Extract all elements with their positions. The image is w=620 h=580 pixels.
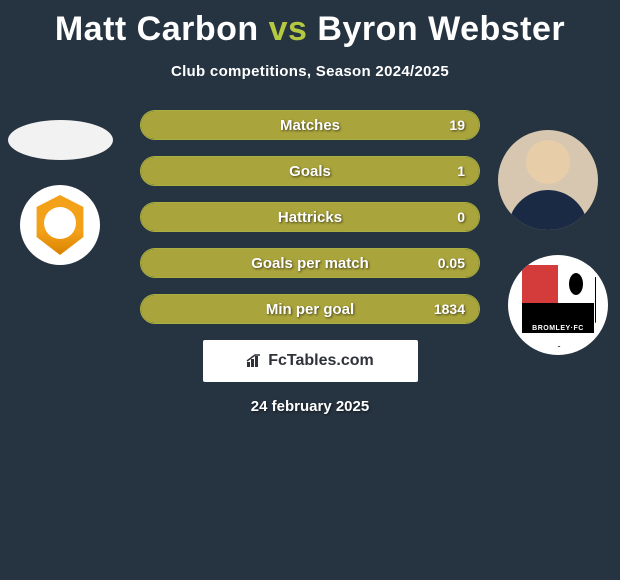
stat-bar: Matches19 [140, 110, 480, 140]
stat-bar-label: Goals [141, 157, 479, 185]
brand-text: FcTables.com [268, 352, 374, 370]
stat-bar-value-p2: 1834 [434, 295, 465, 323]
title-vs: vs [269, 10, 308, 48]
stat-bar-value-p2: 19 [449, 111, 465, 139]
comparison-content: BROMLEY·FC Matches19Goals1Hattricks0Goal… [0, 110, 620, 324]
chart-icon [246, 354, 264, 368]
stat-bars: Matches19 Goals1 Hattricks0 Goals per match… [140, 110, 480, 324]
page-title: Matt Carbon vs Byron Webster [0, 0, 620, 49]
stat-bar: Goals1 [140, 156, 480, 186]
stat-bar-value-p2: 0.05 [438, 249, 465, 277]
subtitle: Club competitions, Season 2024/2025 [0, 63, 620, 80]
stat-bar: Min per goal1834 [140, 294, 480, 324]
stat-bar: Hattricks0 [140, 202, 480, 232]
stat-bar-value-p2: 1 [457, 157, 465, 185]
player1-club-badge [20, 185, 100, 265]
title-player1: Matt Carbon [55, 10, 259, 48]
stat-bar: Goals per match0.05 [140, 248, 480, 278]
brand-box: FcTables.com [203, 340, 418, 382]
stat-bar-value-p2: 0 [457, 203, 465, 231]
stat-bar-label: Min per goal [141, 295, 479, 323]
date-label: 24 february 2025 [0, 398, 620, 415]
title-player2: Byron Webster [317, 10, 565, 48]
stat-bar-label: Goals per match [141, 249, 479, 277]
player2-club-badge: BROMLEY·FC [508, 255, 608, 355]
stat-bar-label: Hattricks [141, 203, 479, 231]
player1-avatar [8, 120, 113, 160]
stat-bar-label: Matches [141, 111, 479, 139]
player2-avatar [498, 130, 598, 230]
